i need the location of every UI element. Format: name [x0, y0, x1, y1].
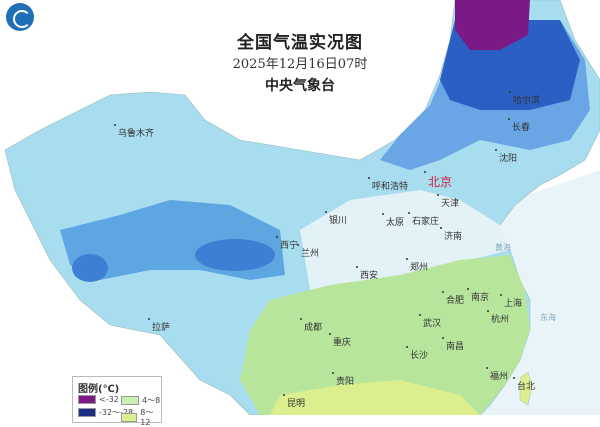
legend-item: <-32: [78, 395, 119, 404]
sea-label: 东海: [540, 313, 556, 322]
city-label: 沈阳: [494, 149, 517, 164]
city-label: 哈尔滨: [508, 91, 540, 106]
city-label: 台北: [512, 377, 535, 392]
city-label: 南昌: [441, 337, 464, 352]
city-label: 拉萨: [147, 318, 170, 333]
city-label: 兰州: [296, 244, 319, 259]
city-label: 南京: [466, 288, 489, 303]
plateau-deep-cold: [195, 239, 275, 271]
city-label: 济南: [439, 227, 462, 242]
city-label: 北京: [423, 171, 453, 189]
extreme-cold-zone: [455, 0, 530, 50]
legend-item: 4～8: [121, 395, 160, 406]
city-label: 昆明: [282, 394, 305, 409]
south-mild-zone: [240, 255, 530, 415]
sea-label: 黄海: [495, 243, 511, 252]
map-legend: 图例(℃) <-32 -32～-28 4～8 8～12: [72, 376, 162, 427]
map-issuer: 中央气象台: [265, 78, 335, 94]
legend-title: 图例(℃): [78, 384, 120, 395]
city-label: 西安: [355, 266, 378, 281]
city-label: 西宁: [275, 236, 298, 251]
legend-label: 4～8: [142, 396, 161, 405]
city-label: 成都: [299, 318, 322, 333]
legend-swatch: [121, 396, 139, 405]
taiwan: [519, 371, 533, 406]
city-label: 武汉: [418, 314, 441, 329]
legend-label: 8～12: [140, 408, 154, 427]
city-label: 重庆: [328, 333, 351, 348]
city-label: 银川: [324, 211, 347, 226]
city-label: 合肥: [441, 291, 464, 306]
city-label: 长沙: [405, 346, 428, 361]
city-label: 福州: [485, 367, 508, 382]
plateau-cold-spot: [72, 254, 108, 282]
temperature-map: [4, 0, 600, 415]
city-label: 杭州: [486, 310, 509, 325]
city-label: 天津: [436, 194, 459, 209]
city-label: 石家庄: [407, 212, 439, 227]
city-label: 呼和浩特: [367, 177, 408, 192]
city-label: 贵阳: [331, 372, 354, 387]
city-label: 上海: [499, 294, 522, 309]
legend-label: -32～-28: [99, 408, 134, 417]
legend-swatch: [78, 395, 96, 404]
map-datetime: 2025年12月16日07时: [232, 57, 368, 72]
cma-logo-icon: [6, 3, 34, 31]
legend-swatch: [121, 412, 138, 422]
city-label: 太原: [381, 213, 404, 228]
city-label: 郑州: [405, 258, 428, 273]
city-label: 乌鲁木齐: [113, 124, 154, 139]
legend-item: 8～12: [121, 407, 161, 427]
legend-swatch: [78, 408, 96, 417]
south-warm-zone: [270, 380, 480, 415]
map-title: 全国气温实况图: [237, 33, 363, 53]
city-label: 长春: [507, 118, 530, 133]
legend-label: <-32: [99, 395, 119, 404]
